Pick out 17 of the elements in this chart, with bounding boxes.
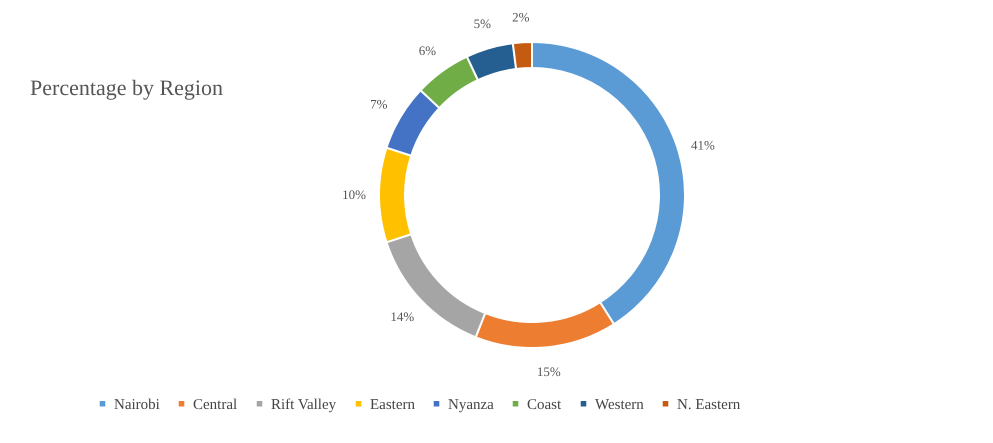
- data-label: 10%: [342, 187, 366, 202]
- legend-label: Nairobi: [114, 396, 160, 413]
- data-label: 6%: [418, 42, 436, 58]
- legend-label: Eastern: [370, 396, 416, 413]
- data-label: 14%: [390, 308, 414, 324]
- legend-label: Central: [193, 396, 238, 413]
- data-label: 5%: [474, 16, 492, 32]
- legend-label: Rift Valley: [271, 396, 337, 413]
- data-label: 7%: [370, 96, 388, 112]
- text: Percentage by Region: [30, 75, 224, 100]
- legend-label: Nyanza: [448, 396, 494, 413]
- legend-label: Coast: [527, 396, 562, 413]
- legend-label: N. Eastern: [677, 396, 741, 413]
- data-label: 15%: [536, 364, 561, 380]
- data-label: 41%: [691, 137, 716, 152]
- data-label: 2%: [512, 9, 530, 24]
- legend-label: Western: [595, 396, 644, 413]
